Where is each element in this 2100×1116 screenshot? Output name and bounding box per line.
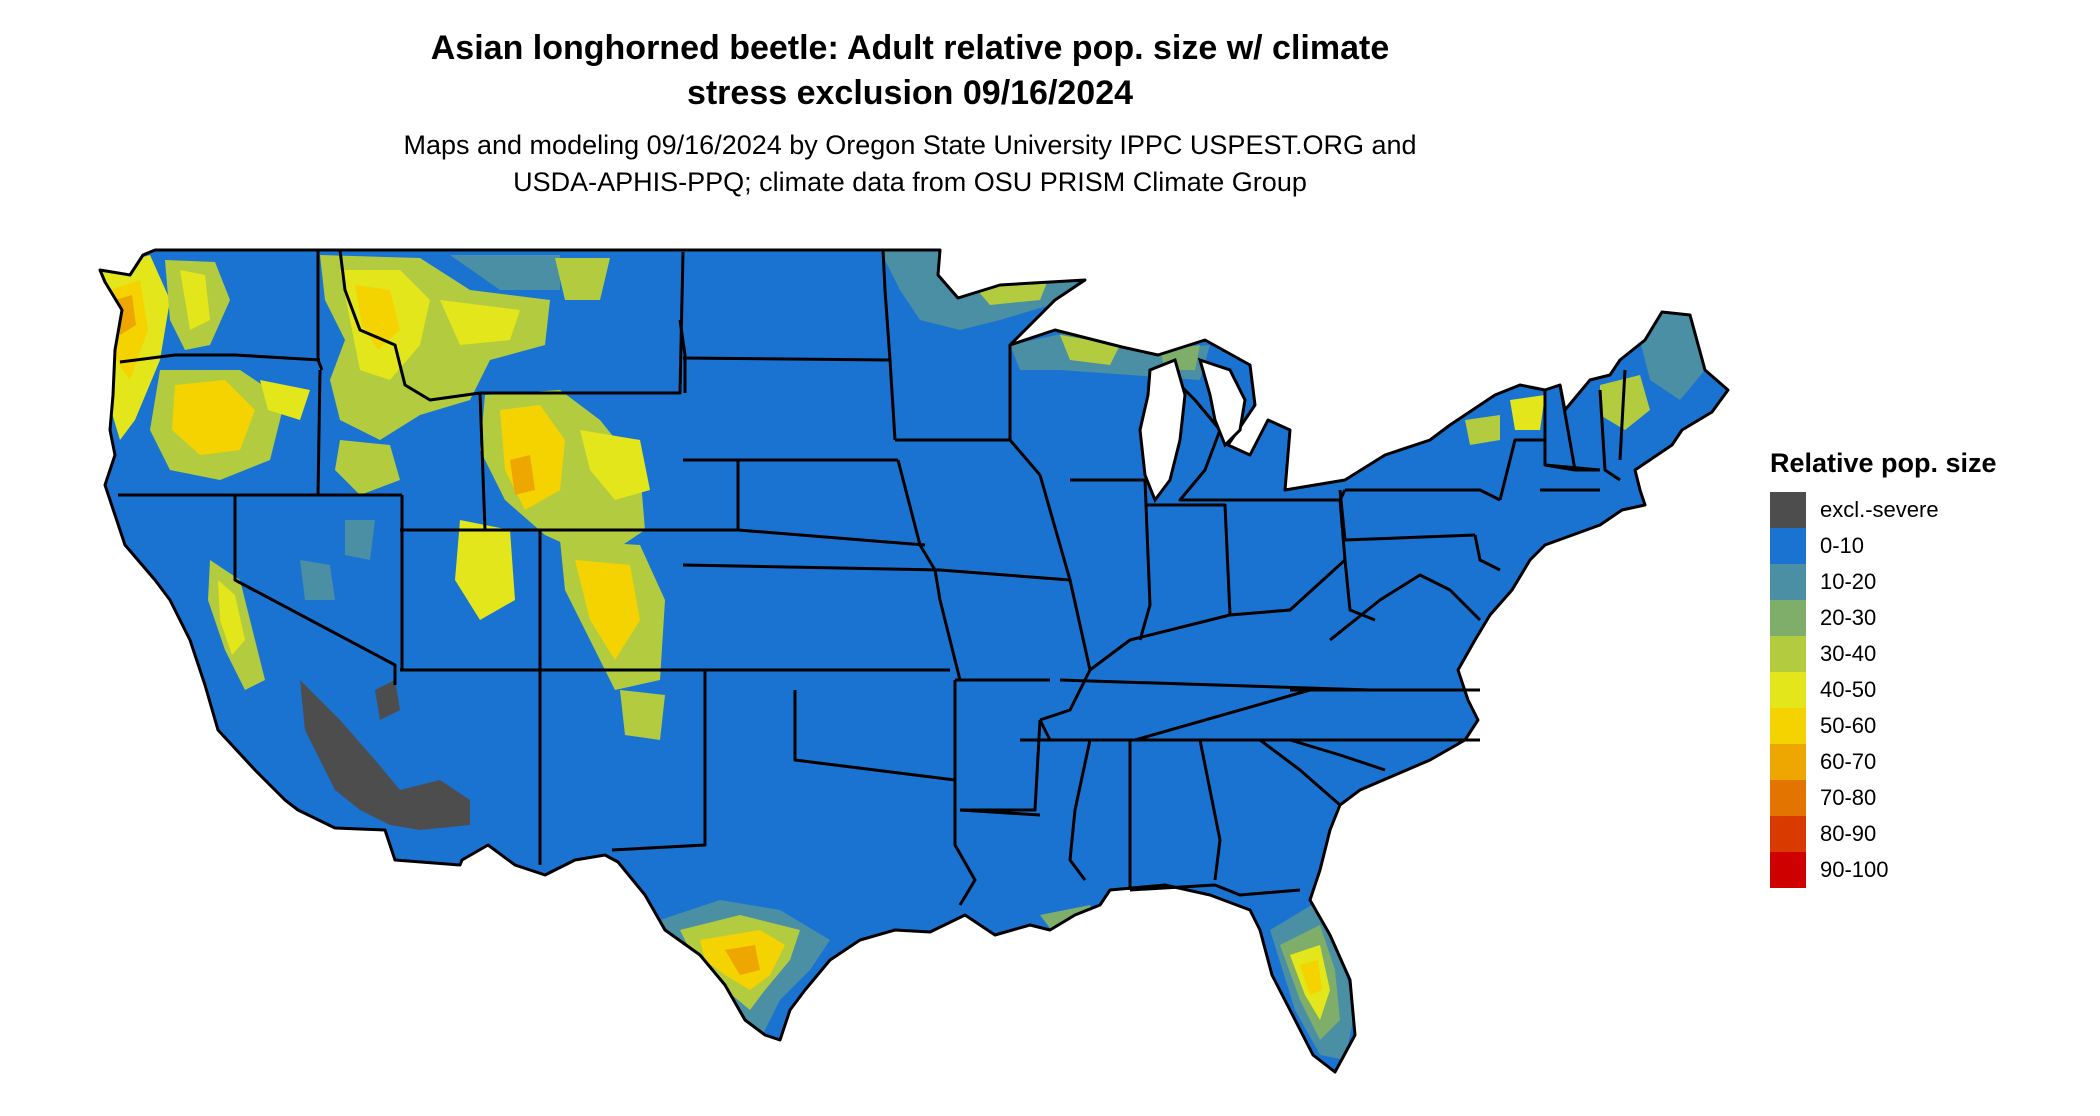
suitability-layer [100,250,1705,1060]
legend-swatch [1770,744,1806,780]
legend-swatch [1770,600,1806,636]
lake-huron [1197,357,1247,448]
map-title: Asian longhorned beetle: Adult relative … [340,26,1480,116]
northeast-patches [1465,310,1705,445]
legend-item: 30-40 [1770,636,2070,672]
map-title-line1: Asian longhorned beetle: Adult relative … [430,29,1390,67]
lake-michigan [1138,357,1187,504]
legend-label: 70-80 [1820,785,1877,810]
legend-swatch [1770,816,1806,852]
legend-label: excl.-severe [1820,497,1939,522]
great-lakes [1138,357,1247,504]
map-subtitle: Maps and modeling 09/16/2024 by Oregon S… [290,127,1530,201]
legend-item: 80-90 [1770,816,2070,852]
legend-items: excl.-severe 0-10 10-20 20-30 30-40 40-50 50-6… [1770,492,2070,888]
legend-item: 20-30 [1770,600,2070,636]
legend-item: excl.-severe [1770,492,2070,528]
excluded-desert-patches [300,680,470,830]
legend-label: 30-40 [1820,641,1877,666]
central-rockies-patches [455,390,665,740]
legend-label: 10-20 [1820,569,1877,594]
legend-label: 50-60 [1820,713,1877,738]
northern-rockies-patches [320,255,610,495]
legend-label: 0-10 [1820,533,1865,558]
legend-label: 90-100 [1820,857,1889,882]
legend-label: 40-50 [1820,677,1877,702]
legend-title: Relative pop. size [1770,448,1997,478]
legend-swatch [1770,528,1806,564]
legend-item: 40-50 [1770,672,2070,708]
legend: Relative pop. size excl.-severe 0-10 10-20… [1770,448,2070,888]
legend-item: 60-70 [1770,744,2070,780]
legend-swatch [1770,564,1806,600]
legend-label: 80-90 [1820,821,1877,846]
legend-swatch [1770,780,1806,816]
legend-item: 70-80 [1770,780,2070,816]
legend-swatch [1770,852,1806,888]
legend-swatch [1770,708,1806,744]
legend-swatch [1770,672,1806,708]
legend-swatch [1770,492,1806,528]
map-subtitle-line1: Maps and modeling 09/16/2024 by Oregon S… [403,130,1417,160]
legend-label: 60-70 [1820,749,1877,774]
legend-swatch [1770,636,1806,672]
legend-item: 10-20 [1770,564,2070,600]
sierra-patches [208,520,375,690]
map-subtitle-line2: USDA-APHIS-PPQ; climate data from OSU PR… [513,167,1307,197]
state-borders [98,248,1730,1074]
map-title-line2: stress exclusion 09/16/2024 [686,74,1134,112]
legend-item: 50-60 [1770,708,2070,744]
legend-label: 20-30 [1820,605,1877,630]
legend-item: 90-100 [1770,852,2070,888]
legend-item: 0-10 [1770,528,2070,564]
